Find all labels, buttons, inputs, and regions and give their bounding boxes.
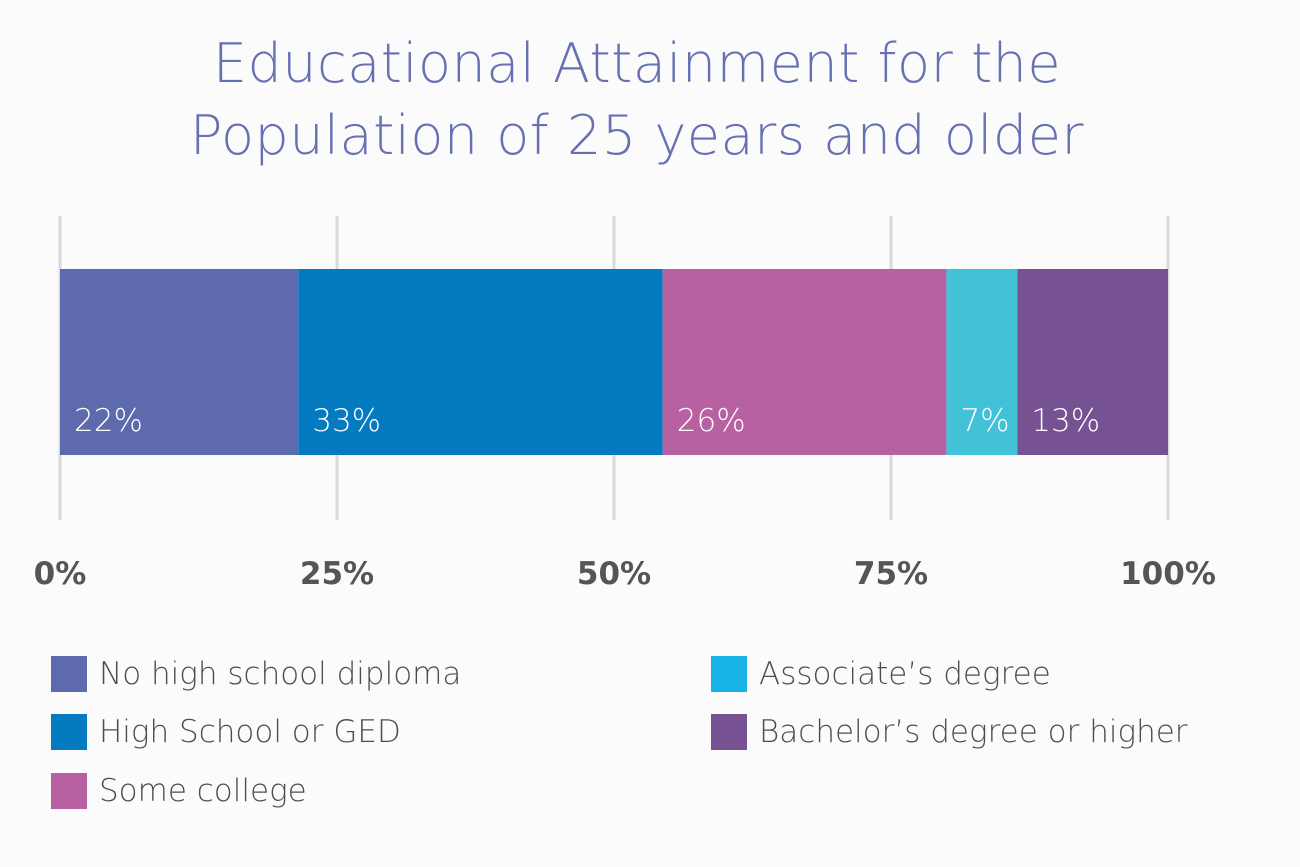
legend-item-bachelors-degree-or-higher: Bachelor’s degree or higher [711, 712, 1188, 752]
legend-swatch-no-high-school-diploma [51, 656, 87, 692]
bar-segment-no-high-school-diploma [60, 269, 299, 455]
x-tick-label-100: 100% [1120, 556, 1216, 592]
legend-item-no-high-school-diploma: No high school diploma [51, 654, 461, 694]
bar-segment-some-college [662, 269, 947, 455]
x-tick-label-75: 75% [854, 556, 928, 592]
x-axis-ticks: 0% 25% 50% 75% 100% [34, 556, 1216, 592]
legend-label-bachelors-degree-or-higher: Bachelor’s degree or higher [759, 714, 1188, 750]
x-tick-label-25: 25% [300, 556, 374, 592]
chart-title: Educational Attainment for the Populatio… [0, 28, 1274, 172]
data-label-associate-s-degree: 7% [960, 403, 1009, 439]
bar-segment-high-school-or-ged [298, 269, 663, 455]
data-label-high-school-or-ged: 33% [312, 403, 381, 439]
legend-label-high-school-or-ged: High School or GED [99, 714, 401, 750]
x-tick-label-50: 50% [577, 556, 651, 592]
legend-swatch-high-school-or-ged [51, 714, 87, 750]
data-labels: 22% 33% 26% 7% 13% [74, 403, 1100, 439]
legend-item-high-school-or-ged: High School or GED [51, 712, 401, 752]
legend-item-some-college: Some college [51, 771, 307, 811]
legend-label-no-high-school-diploma: No high school diploma [99, 656, 462, 692]
chart-title-line-1: Educational Attainment for the [212, 32, 1062, 95]
data-label-some-college: 26% [677, 403, 746, 439]
legend-label-some-college: Some college [99, 773, 307, 809]
legend: No high school diploma High School or GE… [0, 640, 1300, 840]
legend-label-associates-degree: Associate’s degree [759, 656, 1051, 692]
legend-item-associates-degree: Associate’s degree [711, 654, 1051, 694]
bar-segment-associate-s-degree [946, 269, 1018, 455]
legend-swatch-associates-degree [711, 656, 747, 692]
chart-title-line-2: Population of 25 years and older [189, 104, 1085, 167]
stacked-bar-chart: 22% 33% 26% 7% 13% 0% 25% 50% 75% 100% [34, 216, 1216, 592]
legend-swatch-some-college [51, 773, 87, 809]
data-label-bachelor-s-degree-or-higher: 13% [1031, 403, 1100, 439]
bar-segment-bachelor-s-degree-or-higher [1017, 269, 1168, 455]
data-label-no-high-school-diploma: 22% [74, 403, 143, 439]
bar-segments [60, 269, 1168, 455]
x-tick-label-0: 0% [34, 556, 87, 592]
legend-swatch-bachelors-degree-or-higher [711, 714, 747, 750]
